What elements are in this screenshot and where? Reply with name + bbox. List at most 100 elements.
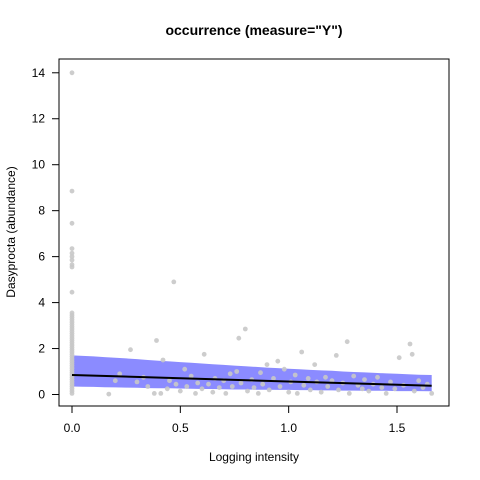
data-point [171, 279, 177, 285]
data-point [245, 388, 250, 394]
data-point [188, 373, 194, 379]
data-point [312, 362, 318, 367]
data-point [286, 389, 292, 395]
y-tick-label: 4 [38, 296, 45, 310]
data-point [184, 384, 190, 389]
data-point [69, 257, 75, 263]
data-point [167, 378, 172, 384]
x-tick-label: 0.0 [64, 421, 81, 435]
data-point [388, 379, 393, 385]
x-axis: 0.0 0.5 1.0 1.5 [64, 405, 406, 435]
data-point [210, 389, 216, 395]
data-point [258, 370, 263, 376]
data-point [229, 384, 235, 389]
data-point [392, 386, 398, 392]
data-point [251, 385, 257, 390]
data-point [264, 362, 270, 367]
data-point [294, 391, 300, 396]
y-tick-label: 10 [32, 158, 46, 172]
data-point [164, 386, 170, 392]
y-axis-label: Dasyprocta (abundance) [4, 166, 18, 297]
data-point [69, 220, 75, 226]
data-point [173, 381, 179, 387]
data-point [409, 351, 415, 357]
data-point [301, 382, 307, 388]
data-point [238, 380, 244, 386]
data-point [305, 376, 311, 381]
data-point [292, 372, 298, 378]
data-point [177, 388, 183, 394]
y-tick-label: 6 [38, 250, 45, 264]
data-point [117, 371, 123, 377]
data-point [383, 391, 389, 396]
data-point [145, 384, 151, 389]
data-point [275, 358, 281, 364]
data-point [318, 389, 324, 395]
data-point [344, 339, 350, 345]
data-point [366, 388, 372, 394]
y-tick-label: 12 [32, 112, 46, 126]
data-point [351, 373, 357, 379]
y-axis: 0 2 4 6 8 10 12 14 [32, 66, 60, 402]
data-point [277, 384, 283, 389]
data-point [69, 246, 75, 252]
data-point [236, 335, 242, 341]
data-point [281, 366, 287, 372]
data-point [158, 391, 164, 396]
y-tick-label: 0 [38, 388, 45, 402]
y-tick-label: 2 [38, 342, 45, 356]
data-point [407, 341, 413, 347]
data-point [336, 387, 341, 393]
data-point [375, 374, 380, 380]
data-point [154, 338, 159, 343]
data-point [299, 349, 305, 355]
data-point [234, 369, 240, 374]
data-point [346, 391, 352, 396]
y-tick-label: 14 [32, 66, 46, 80]
points-layer [69, 70, 435, 397]
data-point [260, 381, 266, 387]
fit-line-layer [71, 373, 432, 387]
data-point [325, 384, 331, 389]
data-point [69, 254, 75, 259]
fit-line [71, 373, 432, 387]
data-point [379, 385, 385, 390]
data-point [429, 391, 435, 396]
data-point [223, 391, 229, 396]
x-tick-label: 1.0 [280, 421, 297, 435]
data-point [106, 391, 112, 397]
data-point [182, 366, 188, 372]
x-tick-label: 1.5 [389, 421, 406, 435]
y-tick-label: 8 [38, 204, 45, 218]
x-axis-label: Logging intensity [209, 450, 299, 464]
data-point [416, 378, 422, 384]
data-point [199, 386, 205, 392]
data-point [195, 380, 201, 386]
data-point [160, 357, 166, 363]
data-point [69, 188, 75, 194]
x-tick-label: 0.5 [172, 421, 189, 435]
data-point [271, 376, 276, 381]
chart-title: occurrence (measure="Y") [165, 22, 342, 38]
data-point [227, 371, 233, 377]
data-point [362, 377, 367, 382]
data-point [396, 355, 402, 361]
data-point [242, 326, 248, 332]
data-point [134, 379, 140, 385]
data-point [201, 351, 207, 357]
data-point [128, 347, 133, 353]
data-point [69, 391, 75, 396]
data-point [216, 385, 222, 390]
data-point [333, 353, 339, 358]
data-point [359, 386, 365, 392]
data-point [206, 381, 211, 387]
data-point [69, 250, 75, 256]
data-point [112, 378, 118, 384]
data-point [307, 387, 313, 393]
data-point [255, 391, 261, 396]
data-point [323, 374, 328, 380]
data-point [151, 391, 157, 396]
data-point [69, 264, 75, 270]
